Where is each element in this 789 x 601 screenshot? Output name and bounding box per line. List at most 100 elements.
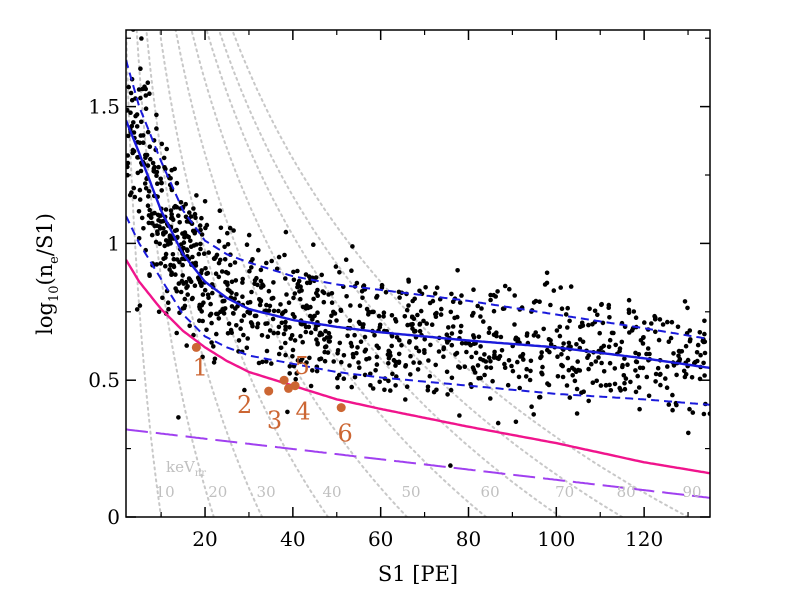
scatter-point: [134, 124, 140, 129]
scatter-point: [157, 241, 162, 247]
scatter-point: [416, 348, 422, 354]
scatter-point: [206, 250, 211, 255]
scatter-point: [469, 354, 474, 360]
energy-contours: [126, 30, 689, 517]
scatter-point: [546, 337, 552, 342]
scatter-point: [138, 168, 144, 174]
scatter-point: [702, 331, 707, 337]
scatter-point: [647, 351, 652, 357]
scatter-point: [307, 355, 312, 361]
scatter-point: [200, 354, 205, 360]
scatter-point: [345, 333, 350, 339]
energy-label-50: 50: [401, 483, 420, 501]
scatter-point: [554, 328, 560, 333]
scatter-point: [545, 347, 550, 353]
scatter-point: [469, 313, 475, 318]
scatter-point: [674, 402, 679, 408]
scatter-point: [314, 337, 319, 342]
scatter-point: [446, 325, 451, 330]
scatter-point: [402, 314, 408, 319]
scatter-point: [167, 233, 173, 238]
scatter-point: [629, 328, 635, 333]
scatter-point: [303, 272, 309, 277]
scatter-point: [383, 290, 389, 295]
scatter-point: [448, 463, 453, 468]
scatter-point: [597, 330, 602, 336]
band-upper-line: [126, 59, 710, 341]
scatter-point: [601, 369, 607, 374]
scatter-point: [606, 344, 612, 350]
scatter-point: [633, 315, 639, 321]
scatter-point: [216, 316, 222, 321]
scatter-point: [453, 352, 458, 357]
scatter-point: [560, 374, 566, 380]
plot-frame: [125, 29, 711, 518]
scatter-point: [620, 362, 625, 368]
scatter-point: [531, 333, 537, 338]
scatter-point: [652, 313, 657, 319]
scatter-point: [197, 318, 202, 324]
scatter-point: [234, 323, 239, 328]
scatter-point: [322, 358, 328, 364]
band-lower-line: [126, 215, 710, 406]
scatter-point: [255, 282, 260, 288]
scatter-point: [219, 269, 225, 274]
scatter-point: [434, 285, 440, 291]
scatter-point: [495, 289, 500, 294]
scatter-point: [567, 395, 573, 400]
scatter-point: [152, 223, 157, 229]
scatter-point: [148, 215, 154, 220]
scatter-point: [193, 215, 198, 221]
energy-contour-70: [205, 30, 562, 517]
scatter-point: [336, 372, 342, 378]
scatter-point: [137, 197, 143, 202]
energy-label-20: 20: [208, 483, 227, 501]
scatter-point: [174, 180, 180, 186]
scatter-point: [623, 376, 629, 381]
scatter-point: [250, 257, 255, 262]
scatter-point: [279, 320, 285, 326]
scatter-point: [240, 294, 245, 300]
event-labels: 1 23 4 5 6: [193, 352, 353, 447]
scatter-point: [139, 119, 144, 125]
scatter-point: [441, 346, 446, 352]
scatter-point: [159, 188, 164, 193]
scatter-point: [244, 345, 250, 351]
scatter-point: [217, 208, 223, 213]
scatter-point: [422, 348, 427, 353]
scatter-point: [348, 303, 353, 308]
scatter-point: [377, 379, 383, 385]
scatter-point: [559, 306, 565, 312]
scatter-point: [600, 320, 606, 326]
scatter-point: [438, 312, 444, 317]
scatter-point: [376, 313, 382, 319]
scatter-point: [137, 187, 143, 193]
scatter-point: [310, 317, 315, 322]
scatter-point: [427, 373, 433, 379]
scatter-point: [195, 275, 201, 281]
scatter-point: [168, 262, 173, 268]
y-axis-title: log10(ne/S1): [33, 213, 62, 335]
scatter-point: [148, 156, 153, 162]
scatter-point: [417, 322, 423, 327]
scatter-point: [355, 345, 360, 350]
scatter-point: [686, 430, 691, 436]
scatter-point: [579, 390, 584, 396]
scatter-point: [327, 319, 333, 325]
y-tick-label: 0.5: [88, 368, 120, 392]
scatter-point: [166, 306, 171, 312]
scatter-point: [428, 342, 433, 348]
scatter-point: [255, 247, 261, 253]
event-point-6: [336, 403, 346, 413]
x-tick-label: 120: [625, 527, 663, 551]
scatter-point: [331, 309, 336, 315]
scatter-point: [283, 327, 288, 332]
scatter-point: [191, 206, 196, 211]
scatter-point: [502, 361, 507, 367]
x-tick-label: 100: [537, 527, 575, 551]
scatter-point: [502, 365, 508, 371]
scatter-point: [481, 319, 486, 324]
scatter-point: [310, 368, 315, 373]
scatter-point: [154, 126, 159, 131]
scatter-point: [187, 210, 192, 215]
